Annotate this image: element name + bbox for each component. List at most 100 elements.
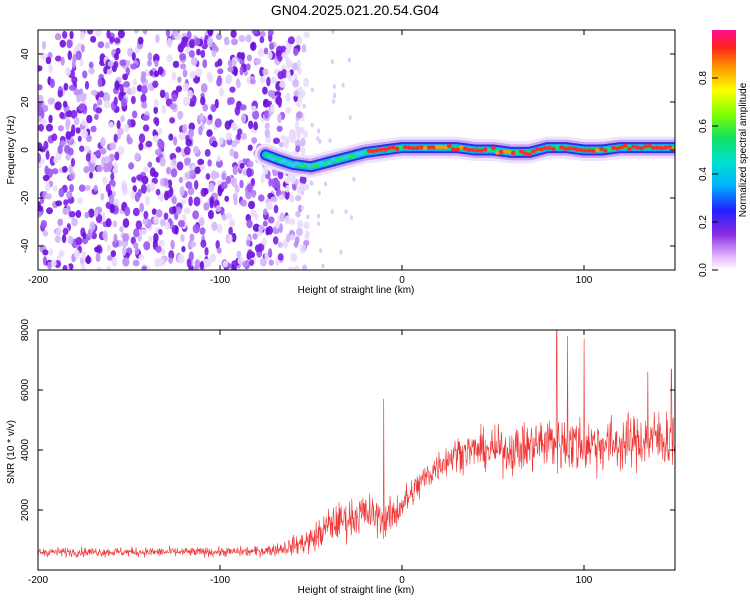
noise-blob [57,90,63,98]
noise-blob [38,153,42,163]
noise-blob [207,114,213,121]
noise-blob [153,232,159,243]
noise-blob [299,244,307,254]
ridge-dot [346,154,352,159]
noise-blob [184,146,191,156]
noise-blob [200,239,207,248]
noise-blob [189,70,196,79]
ridge-dot [326,160,332,165]
noise-blob [120,97,127,108]
ridge-dot [611,145,616,150]
ridge-dot [278,159,284,164]
noise-blob [193,265,199,270]
noise-blob [238,34,246,43]
noise-blob [81,118,86,127]
ridge-dot [655,145,660,150]
noise-blob [153,116,159,125]
noise-blob [103,156,111,163]
ridge-dot [591,148,596,153]
noise-blob [275,220,280,229]
noise-blob [58,187,65,198]
noise-blob [330,209,334,215]
ridge-dot [663,145,668,150]
noise-blob [300,137,306,147]
snr-series-line [38,330,675,559]
noise-blob [138,254,145,261]
noise-blob [178,176,184,184]
noise-blob [246,54,252,62]
noise-blob [179,186,185,196]
noise-blob [53,156,59,164]
noise-blob [239,66,244,76]
noise-blob [40,196,45,205]
noise-blob [330,59,334,65]
noise-blob [181,245,186,253]
noise-blob [195,68,203,77]
noise-blob [214,118,222,128]
noise-blob [112,220,118,228]
noise-blob [99,147,107,155]
ridge-dot [551,146,556,151]
noise-blob [224,120,232,130]
noise-blob [193,37,201,46]
noise-blob [158,229,163,236]
noise-blob [65,121,70,131]
noise-blob [344,209,348,215]
noise-blob [316,213,321,219]
noise-blob [105,218,112,228]
noise-blob [95,150,101,157]
noise-blob [332,84,337,90]
noise-blob [148,235,153,243]
noise-blob [293,90,299,97]
noise-blob [257,194,265,202]
noise-blob [245,190,252,200]
noise-blob [259,30,266,38]
noise-blob [316,128,321,134]
x-tick-label: -200 [28,575,48,586]
noise-blob [317,190,321,196]
noise-blob [133,228,140,238]
noise-blob [169,103,177,110]
noise-blob [233,67,238,77]
noise-blob [157,257,165,267]
noise-blob [128,162,135,170]
noise-blob [184,157,192,164]
noise-blob [267,51,273,60]
noise-blob [63,199,69,206]
noise-blob [69,173,74,181]
noise-blob [79,93,86,102]
noise-blob [252,223,260,232]
noise-blob [285,70,291,79]
noise-blob [158,140,165,150]
noise-blob [142,114,150,121]
noise-blob [143,210,149,220]
noise-blob [182,96,191,107]
noise-blob [88,208,95,218]
ridge-dot [286,161,292,166]
noise-blob [75,236,83,246]
ridge-dot [627,146,632,151]
snr-panel: -200 -100 0 100 2000 4000 6000 8000 Height of s… [6,318,676,596]
noise-blob [227,59,234,67]
noise-blob [183,207,191,215]
noise-blob [78,184,86,192]
noise-blob [166,54,173,63]
noise-blob [188,169,196,180]
noise-blob [48,114,53,124]
noise-blob [105,183,111,193]
noise-blob [174,225,179,235]
noise-blob [300,147,306,156]
ridge-dot [370,149,376,154]
noise-blob [38,205,44,212]
noise-blob [151,208,157,215]
ridge-dot [430,145,436,150]
ridge-dot [635,145,640,150]
noise-blob [296,227,303,237]
noise-blob [42,174,50,182]
noise-blob [263,47,269,55]
noise-blob [260,173,265,184]
ridge-dot [595,148,600,153]
noise-blob [161,104,167,114]
noise-blob [61,234,67,244]
